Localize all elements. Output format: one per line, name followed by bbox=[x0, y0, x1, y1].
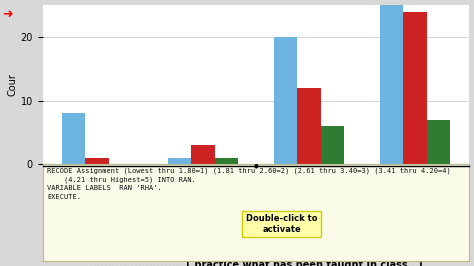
Bar bbox=[62, 113, 85, 164]
Text: RECODE Assignment (Lowest thru 1.80=1) (1.81 thru 2.60=2) (2.61 thru 3.40=3) (3.: RECODE Assignment (Lowest thru 1.80=1) (… bbox=[47, 167, 451, 200]
Bar bbox=[297, 88, 320, 164]
Bar bbox=[403, 12, 427, 164]
Bar bbox=[191, 145, 215, 164]
Text: ➜: ➜ bbox=[2, 8, 13, 21]
Bar bbox=[427, 120, 450, 164]
Text: 5 / I regularly assign English homework for my students to: 5 / I regularly assign English homework … bbox=[95, 231, 417, 241]
Bar bbox=[380, 5, 403, 164]
Text: ......................... [.practice what has been taught in class . ]: ......................... [.practice wha… bbox=[89, 260, 423, 266]
Bar bbox=[85, 158, 109, 164]
Y-axis label: Cour: Cour bbox=[8, 73, 18, 96]
Bar bbox=[320, 126, 344, 164]
Bar bbox=[168, 158, 191, 164]
Bar bbox=[274, 37, 297, 164]
Text: Double-click to
activate: Double-click to activate bbox=[246, 214, 317, 234]
Bar bbox=[215, 158, 238, 164]
Text: ●: ● bbox=[254, 163, 258, 168]
